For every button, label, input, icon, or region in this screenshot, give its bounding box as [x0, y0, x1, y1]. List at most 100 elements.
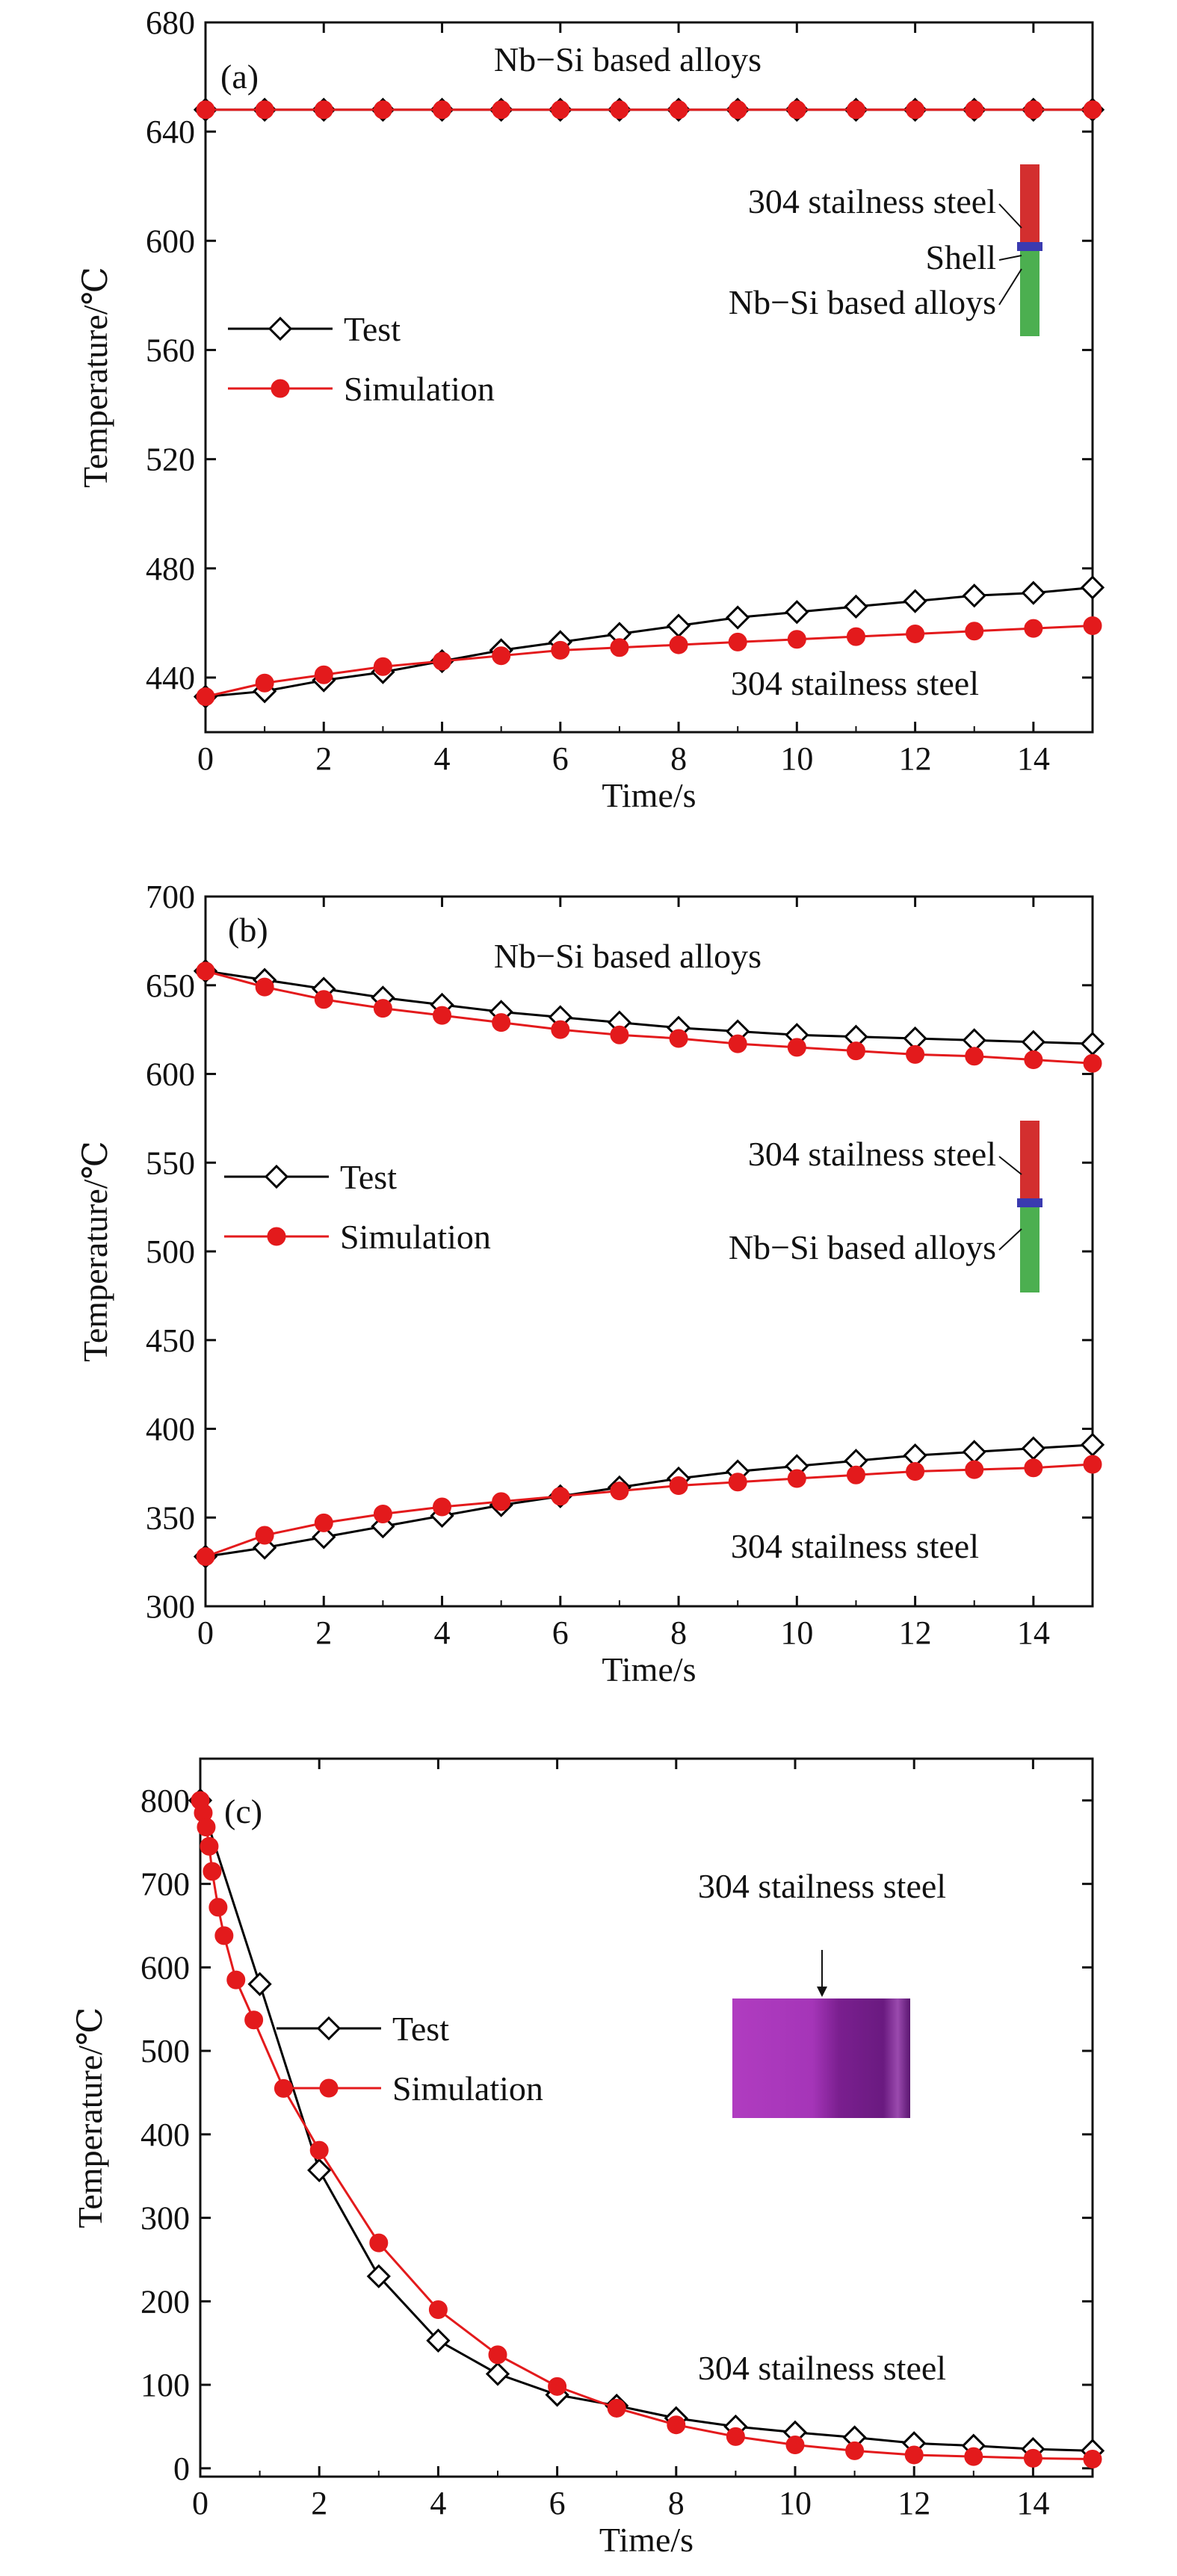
- y-tick-label: 520: [146, 442, 195, 478]
- inset-rod: 304 stailness steel Shell Nb−Si based allo…: [729, 164, 1042, 336]
- data-point: [373, 100, 392, 120]
- data-point: [787, 100, 806, 120]
- data-point: [492, 1492, 511, 1511]
- y-tick-label: 0: [173, 2450, 190, 2487]
- plot-frame: [204, 21, 1094, 734]
- legend-entry: Simulation: [392, 2069, 543, 2108]
- data-point: [787, 1038, 806, 1057]
- data-point: [846, 1041, 865, 1061]
- x-tick-label: 0: [197, 1614, 214, 1651]
- data-point: [433, 651, 452, 671]
- legend-marker: [316, 2016, 342, 2041]
- data-point: [208, 1898, 228, 1917]
- data-point: [366, 2264, 391, 2288]
- data-point: [962, 583, 986, 608]
- series-simulation: [196, 100, 1102, 120]
- inset-leader: [998, 203, 1022, 229]
- y-tick-label: 700: [140, 1866, 190, 1903]
- data-point: [962, 1440, 986, 1464]
- data-point: [197, 1818, 216, 1837]
- data-point: [728, 1473, 747, 1492]
- data-point: [373, 1505, 392, 1523]
- y-tick-label: 300: [140, 2200, 190, 2237]
- data-point: [428, 2300, 448, 2320]
- legend-entry: Simulation: [344, 370, 495, 408]
- rod-alloy-section: [1020, 1203, 1039, 1292]
- data-point: [1083, 2450, 1102, 2469]
- data-point: [196, 1547, 215, 1566]
- x-tick-label: 14: [1017, 740, 1050, 777]
- data-point: [1083, 1455, 1102, 1474]
- data-point: [433, 1006, 452, 1025]
- y-axis-title: Temperature/℃: [76, 1141, 114, 1362]
- chart-panel-a: 0 2 4 6 8 10 12 14 440 480 520 560 600 640 680 Time/s Te…: [0, 0, 1177, 829]
- x-tick-label: 10: [780, 1614, 813, 1651]
- inset-label: 304 stailness steel: [748, 182, 996, 220]
- data-point: [1021, 1030, 1045, 1054]
- data-point: [548, 2377, 567, 2396]
- y-tick-label: 450: [146, 1322, 195, 1359]
- data-point: [787, 1469, 806, 1488]
- inset-leader: [998, 1228, 1022, 1251]
- x-axis-title: Time/s: [602, 1650, 696, 1688]
- x-tick-label: 8: [668, 2485, 685, 2521]
- data-point: [906, 624, 925, 643]
- data-point: [669, 1476, 688, 1495]
- data-point: [785, 600, 809, 625]
- x-tick-label: 12: [899, 1614, 932, 1651]
- data-point: [965, 622, 984, 641]
- data-point: [610, 100, 629, 120]
- data-point: [1080, 1432, 1105, 1457]
- chart-panel-c: 0 2 4 6 8 10 12 14 0 100 200 300 400 500 600 700 800 Time…: [0, 1748, 1177, 2572]
- data-point: [255, 673, 274, 693]
- legend-entry: Test: [340, 1158, 397, 1196]
- legend-marker: [268, 316, 293, 341]
- data-point: [906, 100, 925, 120]
- plot-frame: [199, 1757, 1094, 2478]
- rod-alloy-section: [1020, 247, 1039, 336]
- series-simulation: [196, 962, 1102, 1073]
- series-group-label: Nb−Si based alloys: [494, 937, 762, 975]
- y-axis-title: Temperature/℃: [71, 2007, 109, 2229]
- x-tick-label: 0: [197, 740, 214, 777]
- x-tick-label: 6: [549, 2485, 566, 2521]
- x-tick-label: 4: [434, 1614, 451, 1651]
- x-tick-label: 4: [434, 740, 451, 777]
- data-point: [551, 1487, 570, 1506]
- series-line: [199, 1800, 1093, 2461]
- data-point: [607, 2398, 626, 2418]
- data-point: [610, 1481, 629, 1501]
- data-point: [1024, 1050, 1043, 1069]
- x-tick-label: 8: [670, 1614, 687, 1651]
- data-point: [906, 1462, 925, 1481]
- data-point: [728, 632, 747, 651]
- y-tick-label: 700: [146, 879, 195, 915]
- data-point: [1023, 2448, 1042, 2468]
- data-point: [1080, 1032, 1105, 1056]
- data-point: [200, 1836, 219, 1856]
- y-tick-label: 500: [140, 2033, 190, 2069]
- rod-steel-section: [1020, 164, 1039, 247]
- data-point: [255, 100, 274, 120]
- data-point: [906, 1044, 925, 1064]
- data-point: [244, 2010, 264, 2030]
- x-tick-label: 6: [552, 740, 569, 777]
- legend: Test Simulation: [228, 310, 495, 408]
- y-tick-label: 200: [140, 2283, 190, 2320]
- inset-leader: [998, 255, 1022, 261]
- data-point: [433, 100, 452, 120]
- data-point: [485, 2362, 510, 2386]
- chart-a-svg: 0 2 4 6 8 10 12 14 440 480 520 560 600 640 680 Time/s Te…: [76, 4, 1105, 814]
- y-tick-label: 480: [146, 551, 195, 587]
- x-tick-label: 12: [898, 2485, 930, 2521]
- data-point: [964, 2447, 983, 2466]
- series-line: [205, 970, 1093, 1065]
- y-tick-label: 500: [146, 1233, 195, 1270]
- x-tick-label: 14: [1016, 2485, 1049, 2521]
- data-point: [846, 100, 865, 120]
- data-point: [196, 100, 215, 120]
- data-point: [314, 990, 333, 1009]
- data-point: [846, 1465, 865, 1484]
- y-tick-label: 400: [146, 1411, 195, 1448]
